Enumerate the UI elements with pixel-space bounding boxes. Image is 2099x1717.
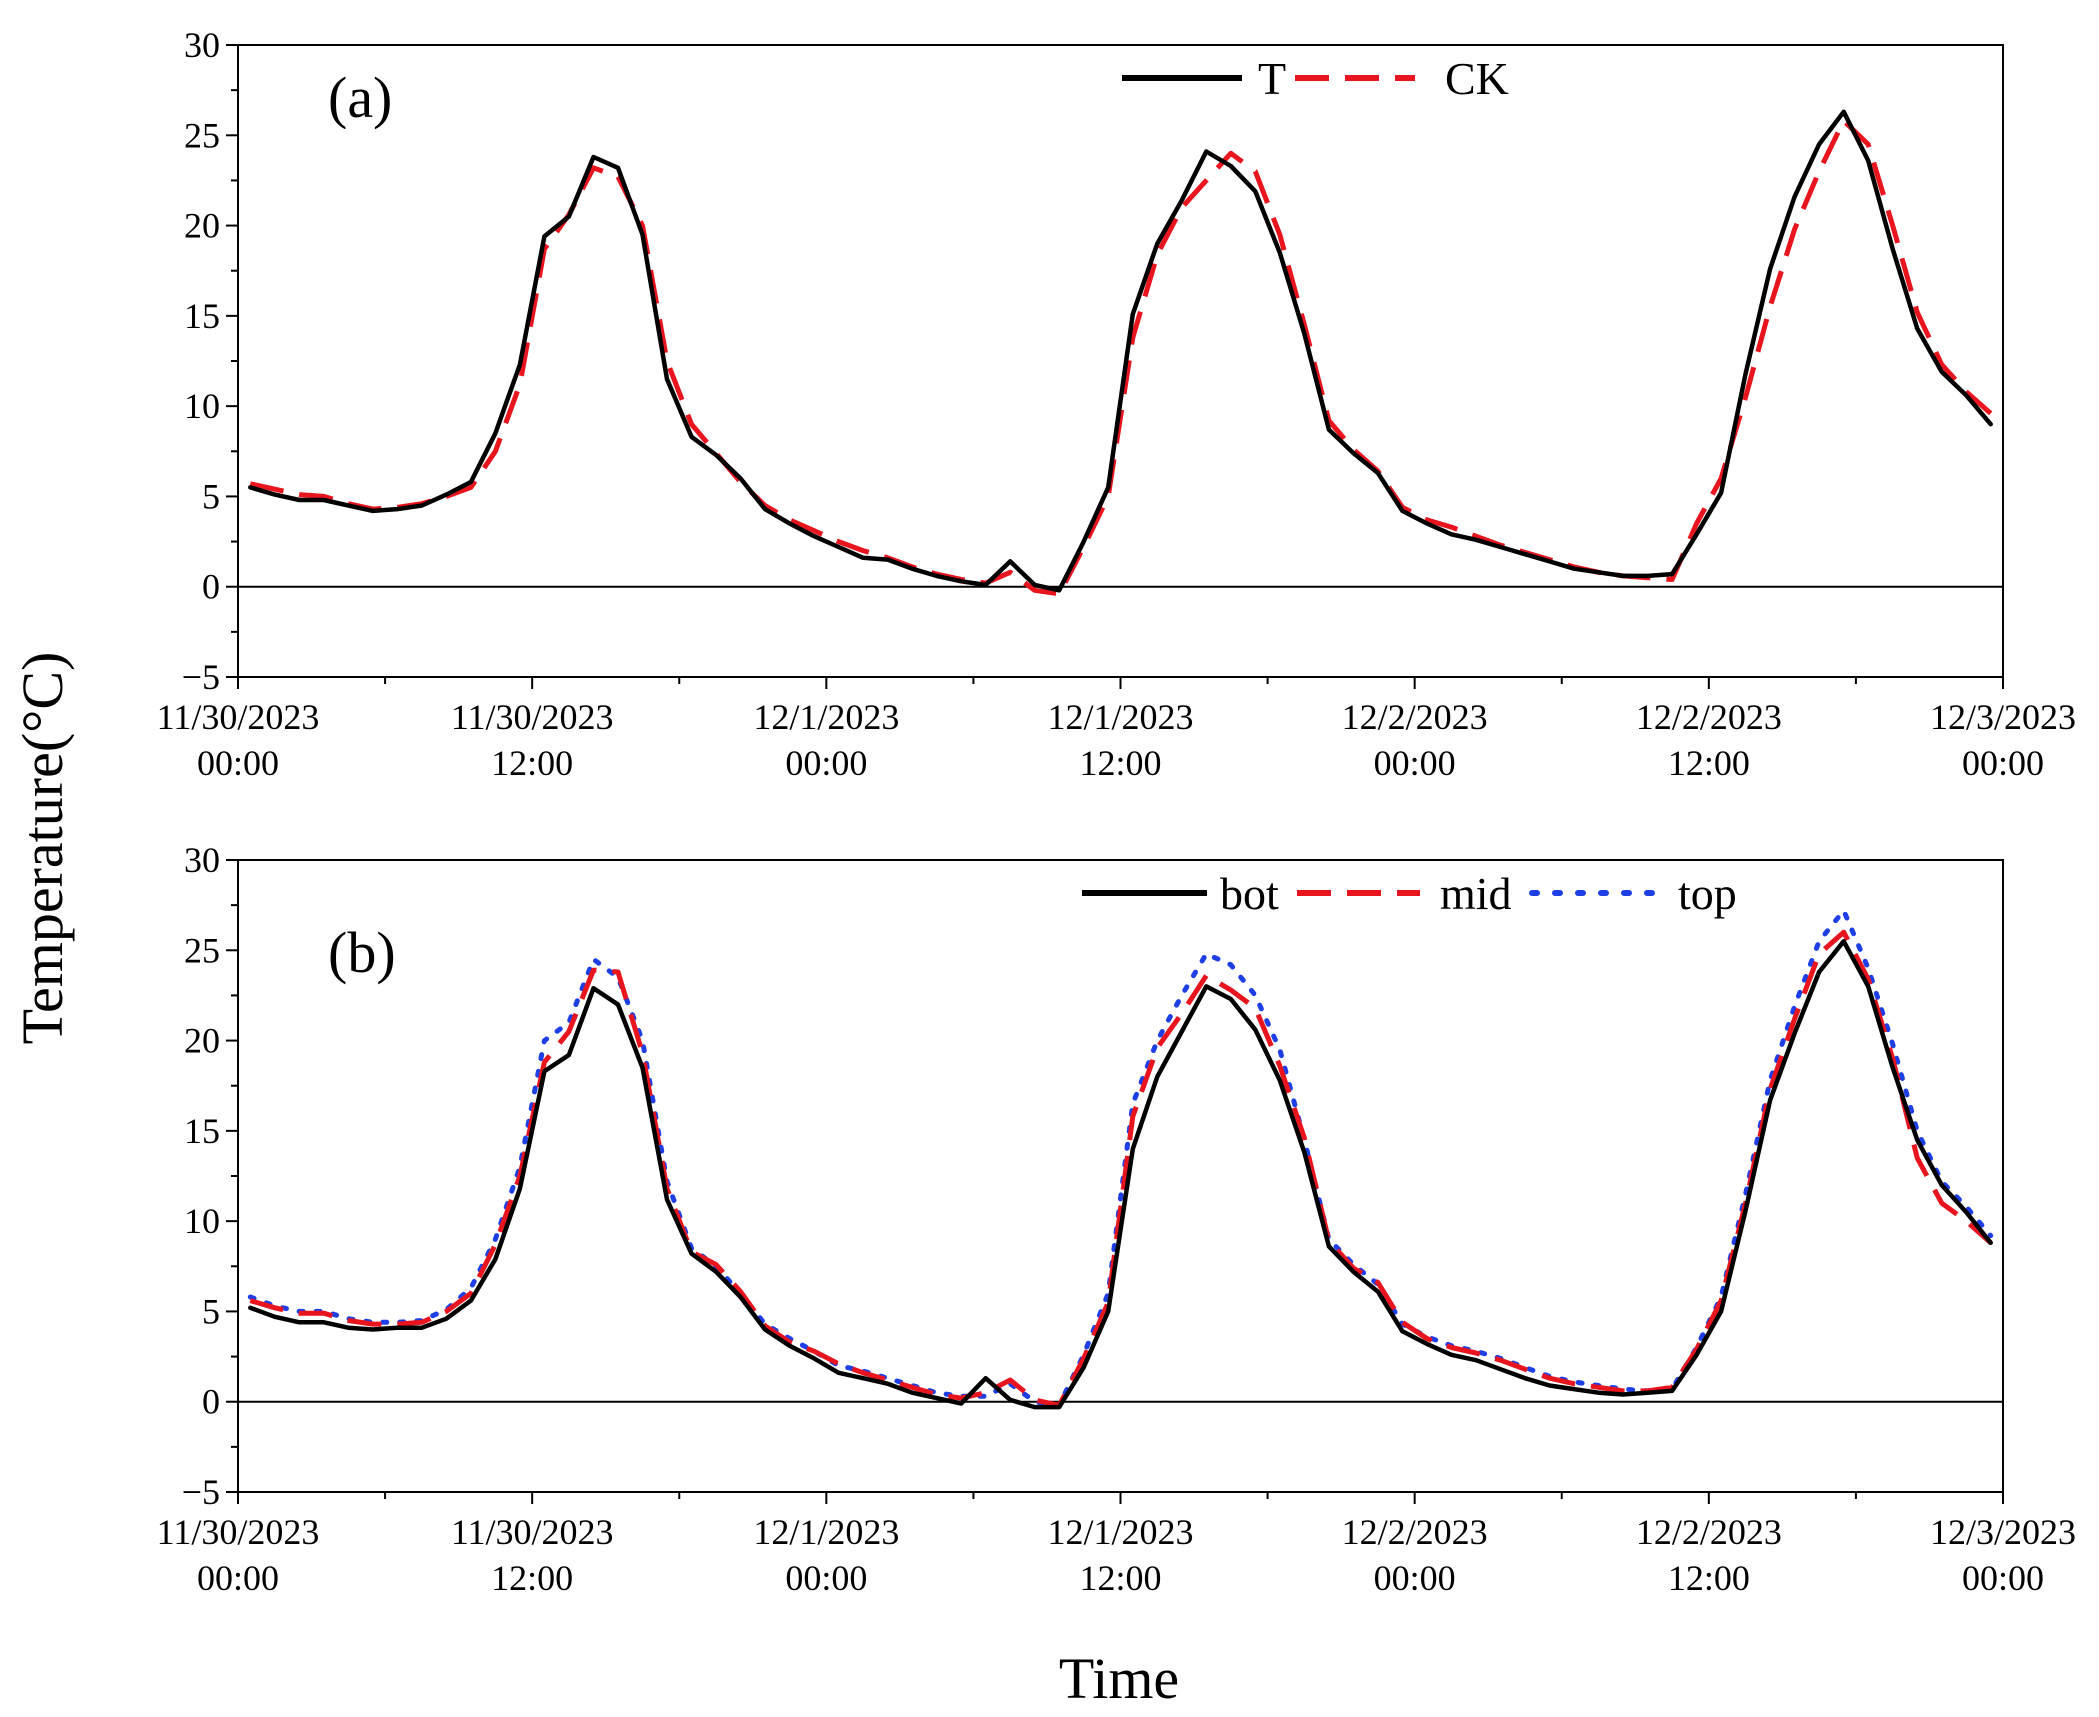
y-tick-label-a: 15 bbox=[184, 296, 220, 336]
y-tick-label-a: 0 bbox=[202, 567, 220, 607]
x-tick-time-a: 00:00 bbox=[1962, 743, 2044, 783]
y-tick-label-a: −5 bbox=[182, 657, 220, 697]
series-line-top-b bbox=[247, 908, 1994, 1408]
y-tick-label-a: 25 bbox=[184, 115, 220, 155]
x-tick-date-a: 11/30/2023 bbox=[451, 697, 614, 737]
plot-frame-a bbox=[237, 44, 2004, 678]
x-tick-date-a: 12/2/2023 bbox=[1636, 697, 1782, 737]
x-tick-time-b: 00:00 bbox=[785, 1558, 867, 1598]
legend-label-bot: bot bbox=[1220, 868, 1279, 919]
x-tick-date-b: 12/1/2023 bbox=[753, 1512, 899, 1552]
x-tick-time-b: 12:00 bbox=[1079, 1558, 1161, 1598]
series-line-mid-b bbox=[249, 929, 1993, 1408]
x-tick-time-a: 00:00 bbox=[1374, 743, 1456, 783]
panel-a: (a) T CK −5 0 5 10 15 20 25 30 11/30/2023 00:00 11… bbox=[157, 25, 2076, 783]
panel-a-label: (a) bbox=[328, 65, 392, 130]
x-axis-title: Time bbox=[1059, 1646, 1179, 1711]
x-tick-time-a: 12:00 bbox=[1079, 743, 1161, 783]
panel-b-label: (b) bbox=[328, 920, 396, 985]
x-tick-date-b: 12/1/2023 bbox=[1047, 1512, 1193, 1552]
panel-a-legend: T CK bbox=[1122, 53, 1509, 104]
x-tick-date-b: 12/3/2023 bbox=[1930, 1512, 2076, 1552]
legend-label-top: top bbox=[1678, 868, 1737, 919]
x-tick-time-b: 12:00 bbox=[1668, 1558, 1750, 1598]
y-axis-title: Temperature(°C) bbox=[10, 652, 75, 1045]
y-tick-label-b: 0 bbox=[202, 1382, 220, 1422]
plot-frame-b bbox=[237, 859, 2004, 1493]
panel-b: (b) bot mid top −5 0 5 10 15 20 25 30 11/30/2023… bbox=[157, 840, 2076, 1598]
legend-label-CK: CK bbox=[1445, 53, 1509, 104]
y-tick-label-a: 30 bbox=[184, 25, 220, 65]
x-tick-date-a: 12/3/2023 bbox=[1930, 697, 2076, 737]
x-tick-time-a: 00:00 bbox=[785, 743, 867, 783]
x-tick-date-a: 11/30/2023 bbox=[157, 697, 320, 737]
y-tick-label-b: 30 bbox=[184, 840, 220, 880]
x-tick-date-b: 11/30/2023 bbox=[451, 1512, 614, 1552]
y-tick-label-a: 5 bbox=[202, 476, 220, 516]
x-tick-time-b: 00:00 bbox=[197, 1558, 279, 1598]
x-tick-time-a: 12:00 bbox=[1668, 743, 1750, 783]
x-tick-date-a: 12/2/2023 bbox=[1342, 697, 1488, 737]
legend-label-mid: mid bbox=[1440, 868, 1512, 919]
x-tick-date-b: 11/30/2023 bbox=[157, 1512, 320, 1552]
x-tick-time-b: 00:00 bbox=[1962, 1558, 2044, 1598]
y-tick-label-b: 10 bbox=[184, 1201, 220, 1241]
x-tick-time-b: 00:00 bbox=[1374, 1558, 1456, 1598]
x-tick-date-a: 12/1/2023 bbox=[753, 697, 899, 737]
x-tick-time-b: 12:00 bbox=[491, 1558, 573, 1598]
y-tick-label-b: 15 bbox=[184, 1111, 220, 1151]
panel-b-legend: bot mid top bbox=[1082, 868, 1737, 919]
y-tick-label-b: 25 bbox=[184, 930, 220, 970]
x-tick-time-a: 00:00 bbox=[197, 743, 279, 783]
legend-label-T: T bbox=[1258, 53, 1286, 104]
y-tick-label-b: −5 bbox=[182, 1472, 220, 1512]
series-line-T-a bbox=[248, 109, 1993, 593]
series-line-bot-b bbox=[248, 939, 1993, 1410]
y-tick-label-a: 10 bbox=[184, 386, 220, 426]
y-tick-label-b: 5 bbox=[202, 1291, 220, 1331]
y-tick-label-a: 20 bbox=[184, 206, 220, 246]
x-tick-date-b: 12/2/2023 bbox=[1342, 1512, 1488, 1552]
series-line-CK-a bbox=[249, 118, 1993, 597]
x-tick-date-b: 12/2/2023 bbox=[1636, 1512, 1782, 1552]
y-tick-label-b: 20 bbox=[184, 1021, 220, 1061]
x-tick-time-a: 12:00 bbox=[491, 743, 573, 783]
x-tick-date-a: 12/1/2023 bbox=[1047, 697, 1193, 737]
